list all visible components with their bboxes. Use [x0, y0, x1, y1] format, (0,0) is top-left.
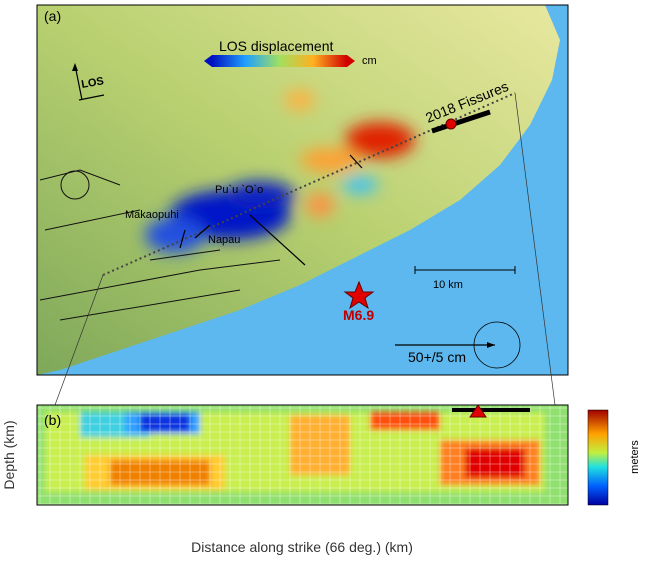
- slip-colorbar-label: meters: [629, 440, 641, 474]
- panel-label: (b): [44, 412, 61, 428]
- makaopuhi-label: Makaopuhi: [125, 209, 179, 221]
- x-axis-label: Distance along strike (66 deg.) (km): [191, 539, 413, 555]
- map: [37, 5, 568, 375]
- napau-label: Napau: [208, 234, 240, 246]
- y-axis-label: Depth (km): [1, 420, 17, 489]
- section-frame: [36, 404, 569, 506]
- los-label: LOS: [80, 75, 104, 91]
- colorbar-title: LOS displacement: [219, 38, 334, 54]
- puuoo-label: Pu`u `O`o: [215, 184, 263, 196]
- vector-scale-label: 50+/5 cm: [408, 349, 466, 365]
- event-label: M6.9: [343, 307, 374, 323]
- map-frame: [36, 4, 569, 376]
- colorbar-unit: cm: [362, 55, 377, 67]
- panel-label: (a): [44, 8, 61, 24]
- slip-section: [37, 405, 568, 505]
- scale-label: 10 km: [433, 279, 463, 291]
